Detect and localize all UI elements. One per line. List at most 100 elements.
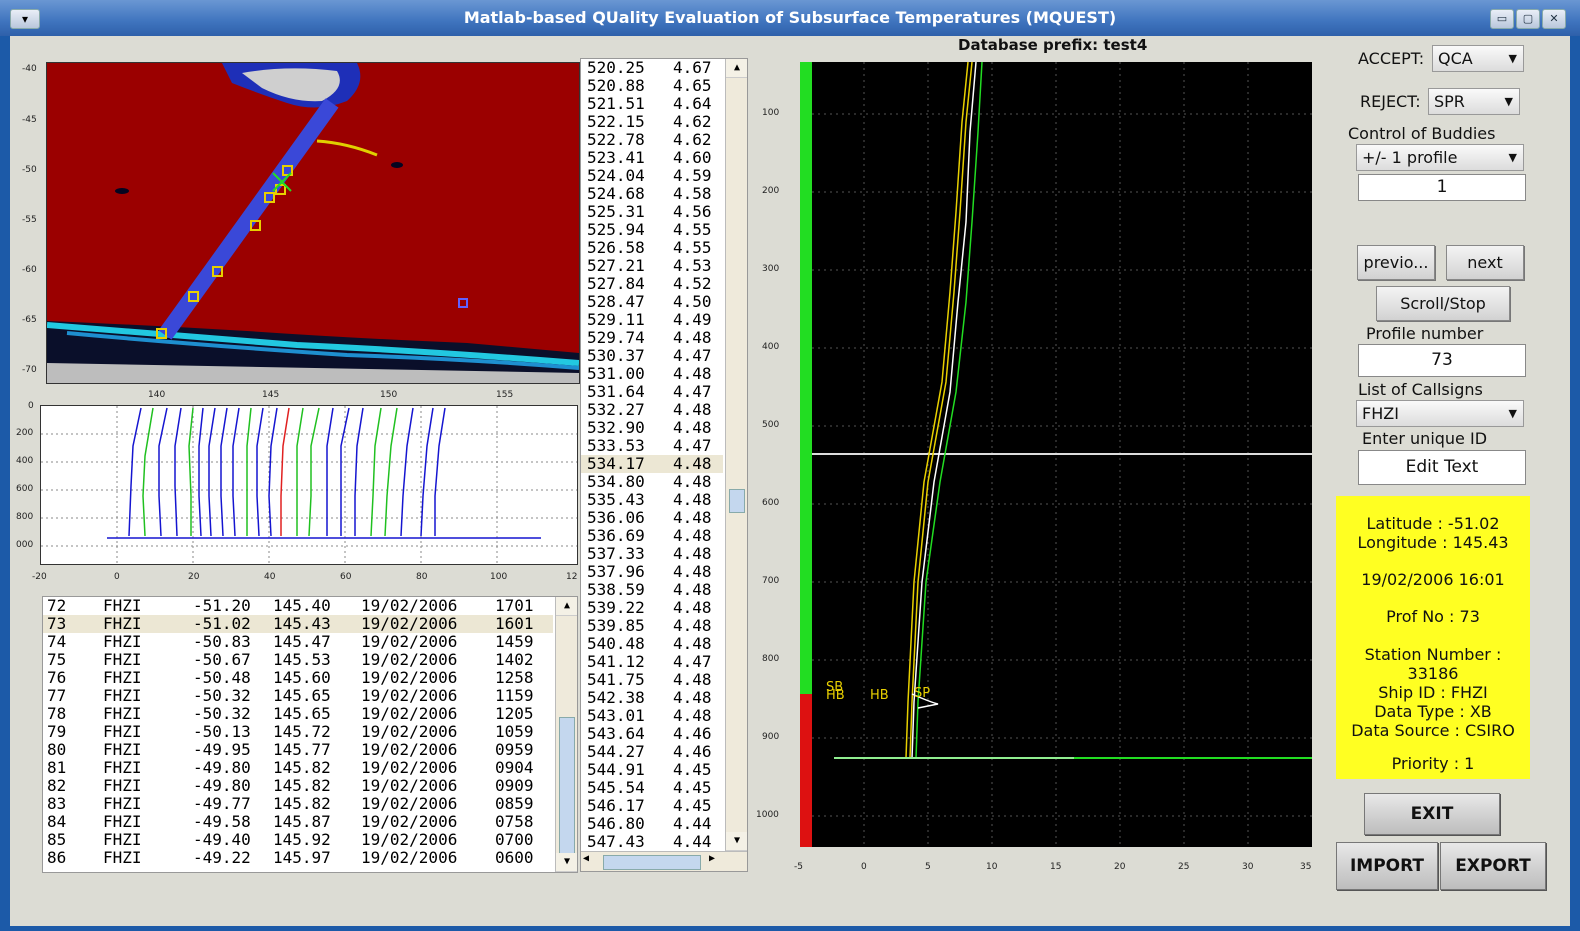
unique-id-input[interactable]: Edit Text: [1358, 450, 1526, 485]
table-row[interactable]: 75 FHZI -50.67 145.53 19/02/2006 1402: [43, 651, 553, 669]
list-item[interactable]: 531.64 4.47: [581, 383, 723, 401]
scroll-down-icon[interactable]: ▼: [726, 832, 747, 851]
list-item[interactable]: 543.64 4.46: [581, 725, 723, 743]
scroll-thumb[interactable]: [559, 717, 575, 854]
list-item[interactable]: 536.69 4.48: [581, 527, 723, 545]
main-profile-plot[interactable]: SB HB HB SP: [800, 62, 1312, 847]
window-menu-icon[interactable]: ▾: [10, 9, 40, 29]
list-item[interactable]: 530.37 4.47: [581, 347, 723, 365]
scroll-right-icon[interactable]: ▶: [709, 853, 716, 864]
list-item[interactable]: 543.01 4.48: [581, 707, 723, 725]
list-item[interactable]: 541.12 4.47: [581, 653, 723, 671]
profile-table[interactable]: 72 FHZI -51.20 145.40 19/02/2006 1701 73 FHZI -5…: [42, 596, 578, 873]
list-item[interactable]: 528.47 4.50: [581, 293, 723, 311]
depth-temp-scrollbar[interactable]: ▲ ▼: [725, 59, 747, 851]
maximize-icon[interactable]: ▢: [1516, 9, 1540, 29]
table-cell-n: 79: [47, 722, 67, 741]
list-item[interactable]: 526.58 4.55: [581, 239, 723, 257]
table-row[interactable]: 72 FHZI -51.20 145.40 19/02/2006 1701: [43, 597, 553, 615]
next-button[interactable]: next: [1446, 245, 1524, 280]
temperature-value: 4.45: [673, 778, 712, 797]
table-row[interactable]: 85 FHZI -49.40 145.92 19/02/2006 0700: [43, 831, 553, 849]
database-prefix-label: Database prefix: test4: [958, 36, 1148, 54]
list-item[interactable]: 532.27 4.48: [581, 401, 723, 419]
table-row[interactable]: 81 FHZI -49.80 145.82 19/02/2006 0904: [43, 759, 553, 777]
reject-select[interactable]: SPR ▼: [1428, 88, 1520, 115]
scroll-thumb[interactable]: [603, 855, 701, 870]
list-item[interactable]: 546.80 4.44: [581, 815, 723, 833]
list-item[interactable]: 529.11 4.49: [581, 311, 723, 329]
import-button[interactable]: IMPORT: [1336, 842, 1438, 890]
table-cell-date: 19/02/2006: [361, 722, 458, 741]
list-item[interactable]: 544.27 4.46: [581, 743, 723, 761]
export-button[interactable]: EXPORT: [1440, 842, 1546, 890]
close-icon[interactable]: ✕: [1542, 9, 1566, 29]
list-item[interactable]: 541.75 4.48: [581, 671, 723, 689]
list-item[interactable]: 522.15 4.62: [581, 113, 723, 131]
list-item[interactable]: 523.41 4.60: [581, 149, 723, 167]
list-item[interactable]: 531.00 4.48: [581, 365, 723, 383]
depth-temp-list[interactable]: 520.25 4.67 520.88 4.65 521.51 4.64 522.15 4.62…: [580, 58, 748, 872]
callsign-select[interactable]: FHZI ▼: [1356, 400, 1524, 427]
scroll-stop-button[interactable]: Scroll/Stop: [1376, 286, 1510, 321]
list-item[interactable]: 539.85 4.48: [581, 617, 723, 635]
list-item[interactable]: 546.17 4.45: [581, 797, 723, 815]
list-item[interactable]: 524.68 4.58: [581, 185, 723, 203]
list-item[interactable]: 522.78 4.62: [581, 131, 723, 149]
list-item[interactable]: 527.21 4.53: [581, 257, 723, 275]
exit-button[interactable]: EXIT: [1364, 793, 1500, 835]
list-item[interactable]: 538.59 4.48: [581, 581, 723, 599]
list-item[interactable]: 542.38 4.48: [581, 689, 723, 707]
list-item[interactable]: 537.96 4.48: [581, 563, 723, 581]
horizontal-scrollbar[interactable]: ◀ ▶: [581, 851, 747, 871]
table-cell-cs: FHZI: [103, 650, 142, 669]
list-item[interactable]: 534.17 4.48: [581, 455, 723, 473]
table-row[interactable]: 83 FHZI -49.77 145.82 19/02/2006 0859: [43, 795, 553, 813]
profile-table-scrollbar[interactable]: ▲ ▼: [555, 597, 577, 872]
list-item[interactable]: 525.94 4.55: [581, 221, 723, 239]
minimize-icon[interactable]: ▭: [1490, 9, 1514, 29]
list-item[interactable]: 520.88 4.65: [581, 77, 723, 95]
table-row[interactable]: 76 FHZI -50.48 145.60 19/02/2006 1258: [43, 669, 553, 687]
list-item[interactable]: 534.80 4.48: [581, 473, 723, 491]
list-item[interactable]: 520.25 4.67: [581, 59, 723, 77]
list-item[interactable]: 532.90 4.48: [581, 419, 723, 437]
previous-button[interactable]: previo...: [1357, 245, 1435, 280]
table-row[interactable]: 78 FHZI -50.32 145.65 19/02/2006 1205: [43, 705, 553, 723]
scroll-left-icon[interactable]: ◀: [583, 853, 590, 864]
list-item[interactable]: 537.33 4.48: [581, 545, 723, 563]
list-item[interactable]: 535.43 4.48: [581, 491, 723, 509]
list-item[interactable]: 539.22 4.48: [581, 599, 723, 617]
list-item[interactable]: 536.06 4.48: [581, 509, 723, 527]
table-row[interactable]: 73 FHZI -51.02 145.43 19/02/2006 1601: [43, 615, 553, 633]
list-item[interactable]: 527.84 4.52: [581, 275, 723, 293]
list-item[interactable]: 545.54 4.45: [581, 779, 723, 797]
profile-number-input[interactable]: 73: [1358, 344, 1526, 377]
scroll-thumb[interactable]: [729, 489, 745, 513]
table-row[interactable]: 77 FHZI -50.32 145.65 19/02/2006 1159: [43, 687, 553, 705]
list-item[interactable]: 524.04 4.59: [581, 167, 723, 185]
scroll-down-icon[interactable]: ▼: [556, 853, 577, 872]
chevron-down-icon: ▼: [1504, 95, 1513, 108]
buddies-count-input[interactable]: 1: [1358, 174, 1526, 201]
scroll-up-icon[interactable]: ▲: [556, 597, 577, 616]
accept-select[interactable]: QCA ▼: [1432, 45, 1524, 72]
table-row[interactable]: 74 FHZI -50.83 145.47 19/02/2006 1459: [43, 633, 553, 651]
profiles-plot[interactable]: [40, 405, 578, 565]
list-item[interactable]: 544.91 4.45: [581, 761, 723, 779]
table-row[interactable]: 79 FHZI -50.13 145.72 19/02/2006 1059: [43, 723, 553, 741]
buddies-select[interactable]: +/- 1 profile ▼: [1356, 144, 1524, 171]
map-plot[interactable]: [46, 62, 580, 384]
scroll-up-icon[interactable]: ▲: [726, 59, 747, 78]
table-row[interactable]: 82 FHZI -49.80 145.82 19/02/2006 0909: [43, 777, 553, 795]
list-item[interactable]: 521.51 4.64: [581, 95, 723, 113]
list-item[interactable]: 547.43 4.44: [581, 833, 723, 851]
list-item[interactable]: 529.74 4.48: [581, 329, 723, 347]
table-row[interactable]: 80 FHZI -49.95 145.77 19/02/2006 0959: [43, 741, 553, 759]
list-item[interactable]: 525.31 4.56: [581, 203, 723, 221]
table-row[interactable]: 84 FHZI -49.58 145.87 19/02/2006 0758: [43, 813, 553, 831]
list-item[interactable]: 533.53 4.47: [581, 437, 723, 455]
list-item[interactable]: 540.48 4.48: [581, 635, 723, 653]
temperature-value: 4.56: [673, 202, 712, 221]
table-row[interactable]: 86 FHZI -49.22 145.97 19/02/2006 0600: [43, 849, 553, 867]
